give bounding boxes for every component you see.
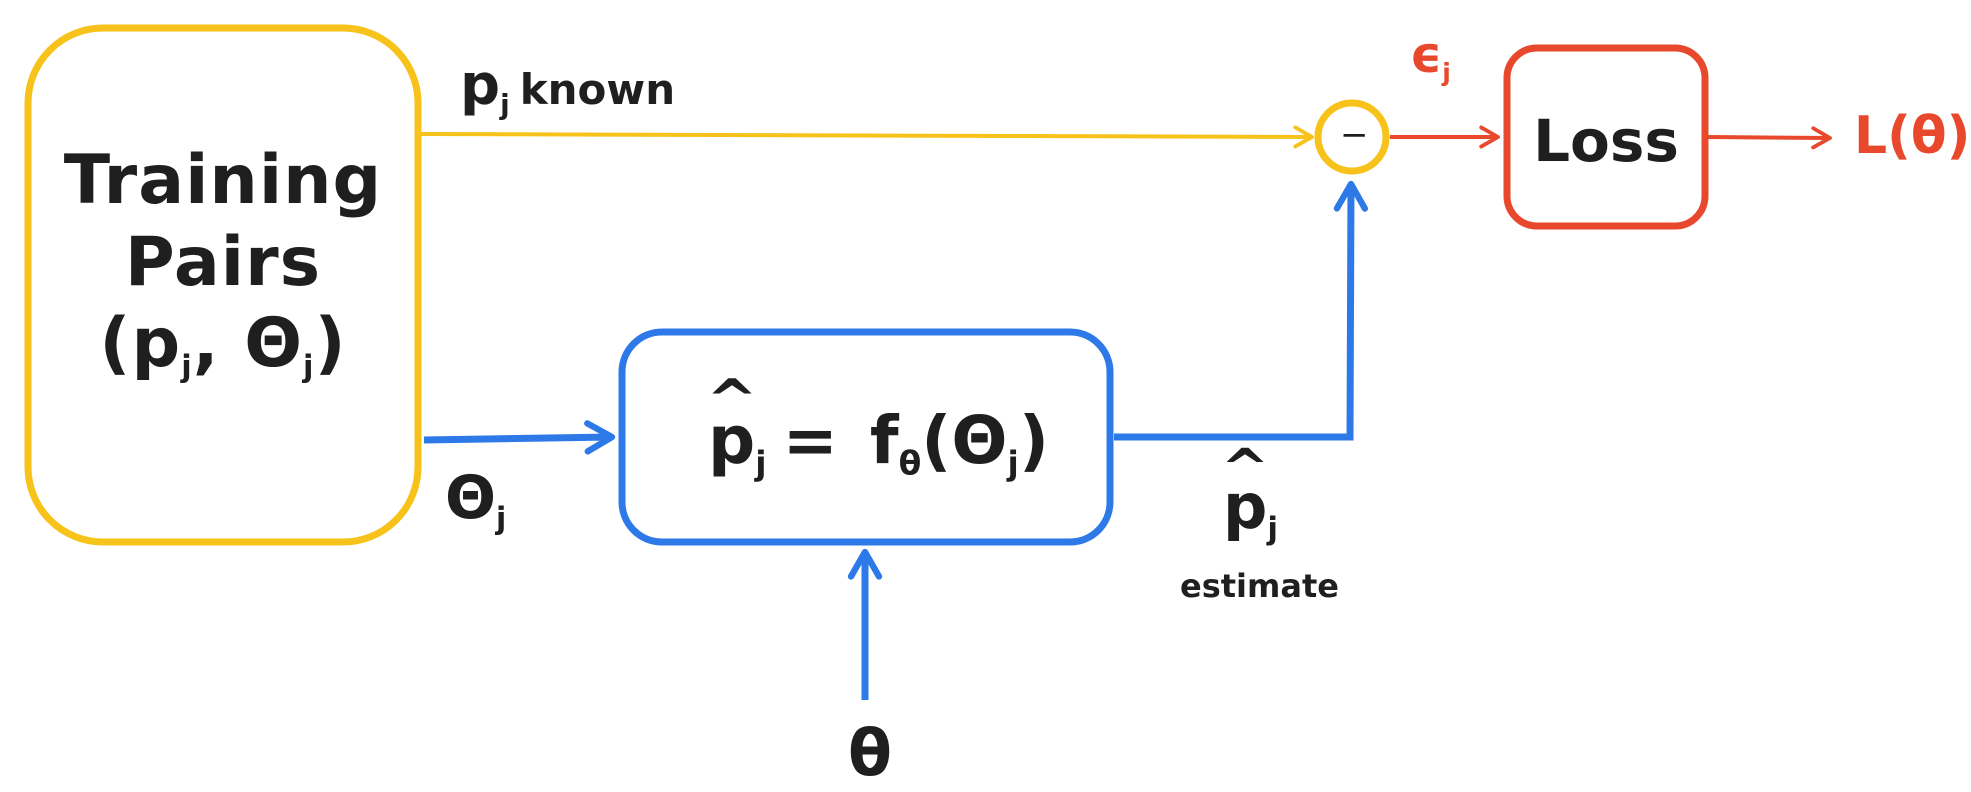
known-p-label: pj known xyxy=(460,58,675,119)
model-equals: = xyxy=(782,402,838,479)
estimate-p-hat-label: pj xyxy=(1223,476,1278,545)
estimate-p-hat: p xyxy=(1223,476,1267,538)
known-p-symbol: p xyxy=(460,53,501,118)
model-open: (Θ xyxy=(921,402,1008,479)
loss-box xyxy=(1503,44,1709,230)
model-p-hat: p xyxy=(708,408,755,474)
model-sub-j: j xyxy=(755,443,767,483)
training-open: (p xyxy=(99,304,182,384)
estimate-sub-j: j xyxy=(1267,510,1279,547)
model-close: ) xyxy=(1018,402,1050,479)
training-pairs-label: Training Pairs (pj, Θj) xyxy=(28,140,418,387)
training-line-1: Training xyxy=(63,141,383,220)
training-line-2: Pairs xyxy=(124,222,322,302)
model-sub-j2: j xyxy=(1007,443,1019,483)
theta-input-label: θ xyxy=(848,717,892,791)
minus-sign: − xyxy=(1340,115,1369,155)
estimate-arrow xyxy=(1114,180,1369,441)
training-pairs-box xyxy=(24,24,422,546)
model-sub-theta: θ xyxy=(898,443,922,483)
training-sub-j: j xyxy=(181,349,193,385)
theta-j-arrow xyxy=(423,420,616,455)
theta-j-label: Θj xyxy=(445,468,506,535)
known-p-sub: j xyxy=(500,87,510,121)
estimate-word: estimate xyxy=(1180,567,1339,605)
model-f: f xyxy=(869,402,899,479)
training-mid: , Θ xyxy=(192,304,303,384)
subtraction-node xyxy=(1314,99,1390,175)
training-sub-j2: j xyxy=(303,349,315,385)
loss-label: Loss xyxy=(1533,107,1679,175)
training-pair-formula: (pj, Θj) xyxy=(28,303,418,386)
known-text: known xyxy=(519,65,676,114)
error-sub: j xyxy=(1442,57,1451,87)
model-box xyxy=(618,328,1114,546)
loss-output-arrow xyxy=(1707,126,1832,150)
error-symbol: ϵ xyxy=(1410,26,1443,84)
model-formula: pj=fθ(Θj) xyxy=(708,408,1049,480)
error-label: ϵj xyxy=(1410,30,1451,85)
known-p-arrow xyxy=(419,125,1314,149)
training-close: ) xyxy=(314,304,347,384)
theta-j-sub: j xyxy=(496,501,507,537)
loss-output-label: L(θ) xyxy=(1854,106,1971,166)
theta-j-symbol: Θ xyxy=(445,463,497,533)
